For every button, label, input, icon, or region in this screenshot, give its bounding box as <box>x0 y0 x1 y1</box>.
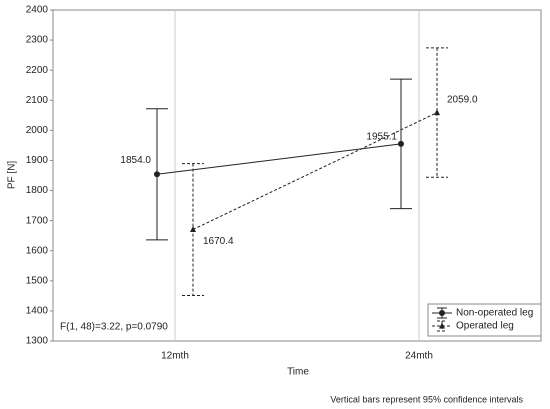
marker <box>439 322 445 329</box>
marker <box>434 109 440 116</box>
legend-label: Operated leg <box>456 321 514 332</box>
y-axis-label: PF [N] <box>7 161 18 190</box>
annotation: F(1, 48)=3.22, p=0.0790 <box>60 322 168 333</box>
y-tick-label: 2100 <box>26 95 49 106</box>
value-label: 1670.4 <box>203 236 234 247</box>
footnote: Vertical bars represent 95% confidence i… <box>330 394 523 404</box>
error-bar <box>426 47 448 178</box>
y-tick-label: 2400 <box>26 5 49 16</box>
x-tick-label: 24mth <box>405 351 433 362</box>
marker <box>439 310 445 316</box>
legend-label: Non-operated leg <box>456 308 533 319</box>
value-label: 1955.1 <box>366 132 397 143</box>
marker <box>398 140 404 147</box>
y-tick-label: 1400 <box>26 306 49 317</box>
marker <box>154 171 160 178</box>
y-tick-label: 1900 <box>26 155 49 166</box>
y-tick-label: 2000 <box>26 125 49 136</box>
marker <box>190 226 196 233</box>
series-line <box>192 112 438 230</box>
series-line <box>156 143 402 175</box>
y-tick-label: 1500 <box>26 275 49 286</box>
y-tick-label: 1300 <box>26 336 49 347</box>
value-label: 2059.0 <box>447 94 478 105</box>
x-axis-label: Time <box>287 367 309 378</box>
plot-frame <box>52 9 542 342</box>
y-tick-label: 2200 <box>26 65 49 76</box>
legend-box <box>427 303 542 337</box>
x-tick-label: 12mth <box>161 351 189 362</box>
y-tick-label: 1700 <box>26 215 49 226</box>
y-tick-label: 1800 <box>26 185 49 196</box>
y-tick-label: 1600 <box>26 245 49 256</box>
y-tick-label: 2300 <box>26 35 49 46</box>
value-label: 1854.0 <box>120 155 151 166</box>
